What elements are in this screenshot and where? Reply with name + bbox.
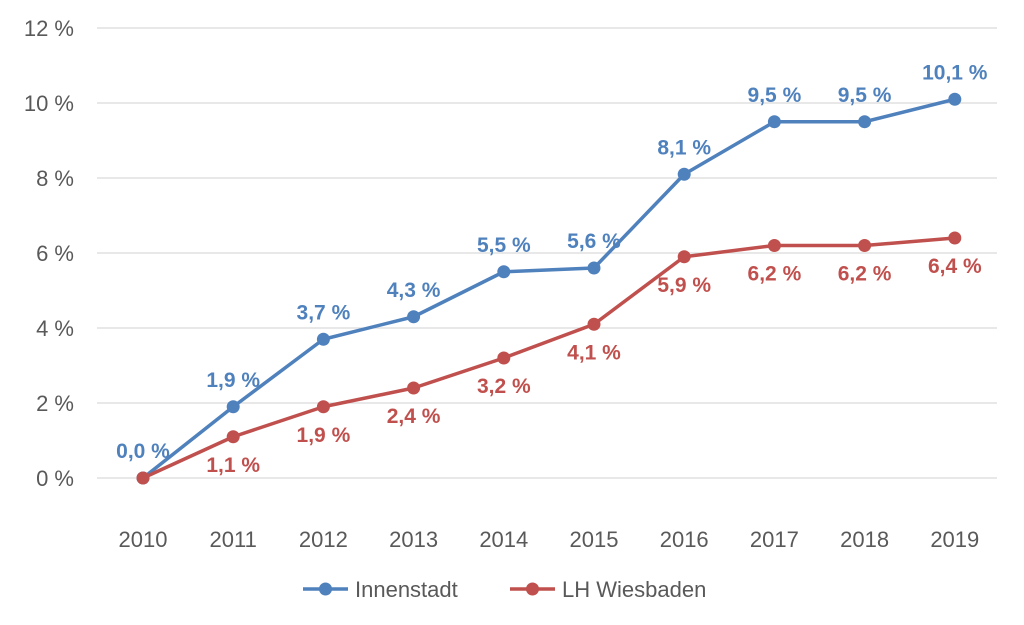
data-point-lh-wiesbaden xyxy=(587,317,601,331)
data-label-innenstadt: 8,1 % xyxy=(657,136,711,159)
x-tick-label: 2012 xyxy=(299,527,348,552)
y-tick-label: 10 % xyxy=(24,91,74,116)
legend-label-lh-wiesbaden: LH Wiesbaden xyxy=(562,577,706,602)
x-tick-label: 2013 xyxy=(389,527,438,552)
data-point-innenstadt xyxy=(497,265,511,279)
data-label-innenstadt: 9,5 % xyxy=(838,84,892,107)
data-label-lh-wiesbaden: 4,1 % xyxy=(567,341,621,364)
data-point-innenstadt xyxy=(316,332,330,346)
data-label-lh-wiesbaden: 1,9 % xyxy=(297,424,351,447)
data-point-innenstadt xyxy=(226,400,240,414)
data-label-innenstadt: 5,6 % xyxy=(567,230,621,253)
legend-marker-lh-wiesbaden xyxy=(526,582,539,596)
data-point-innenstadt xyxy=(858,115,872,129)
data-point-lh-wiesbaden xyxy=(677,250,691,264)
data-points xyxy=(136,92,962,485)
data-label-lh-wiesbaden: 3,2 % xyxy=(477,375,531,398)
data-label-innenstadt: 4,3 % xyxy=(387,279,441,302)
y-tick-label: 12 % xyxy=(24,16,74,41)
data-label-innenstadt: 3,7 % xyxy=(297,301,351,324)
y-axis: 0 % 2 % 4 % 6 % 8 % 10 % 12 % xyxy=(24,16,74,491)
y-tick-label: 4 % xyxy=(36,316,74,341)
data-point-innenstadt xyxy=(767,115,781,129)
data-point-innenstadt xyxy=(407,310,421,324)
data-point-lh-wiesbaden xyxy=(316,400,330,414)
y-tick-label: 0 % xyxy=(36,466,74,491)
data-point-innenstadt xyxy=(948,92,962,106)
data-label-lh-wiesbaden: 1,1 % xyxy=(206,454,260,477)
x-tick-label: 2011 xyxy=(210,527,257,552)
data-point-lh-wiesbaden xyxy=(136,471,150,485)
data-point-innenstadt xyxy=(677,167,691,181)
legend-marker-innenstadt xyxy=(319,582,332,596)
y-tick-label: 2 % xyxy=(36,391,74,416)
data-label-innenstadt: 5,5 % xyxy=(477,234,531,257)
series-line-lh-wiesbaden xyxy=(141,236,957,480)
data-label-lh-wiesbaden: 6,2 % xyxy=(838,263,892,286)
data-point-innenstadt xyxy=(587,261,601,275)
data-label-innenstadt: 9,5 % xyxy=(748,84,802,107)
x-tick-label: 2014 xyxy=(479,527,528,552)
gridlines xyxy=(97,27,997,479)
x-tick-label: 2010 xyxy=(119,527,168,552)
series-line-innenstadt xyxy=(141,97,957,480)
data-point-lh-wiesbaden xyxy=(948,231,962,245)
x-tick-label: 2015 xyxy=(570,527,619,552)
x-tick-label: 2017 xyxy=(750,527,799,552)
data-label-innenstadt: 0,0 % xyxy=(116,440,170,463)
data-point-lh-wiesbaden xyxy=(767,239,781,252)
data-label-innenstadt: 1,9 % xyxy=(206,369,260,392)
data-point-lh-wiesbaden xyxy=(407,381,421,395)
data-label-lh-wiesbaden: 2,4 % xyxy=(387,405,441,428)
x-tick-label: 2016 xyxy=(660,527,709,552)
y-tick-label: 6 % xyxy=(36,241,74,266)
x-tick-label: 2019 xyxy=(930,527,979,552)
series-lines xyxy=(141,97,957,480)
data-label-lh-wiesbaden: 5,9 % xyxy=(657,274,711,297)
data-labels: 0,0 % 1,9 % 3,7 % 4,3 % 5,5 % 5,6 % 8,1 % 9,5 %… xyxy=(116,61,988,477)
data-label-lh-wiesbaden: 6,2 % xyxy=(748,263,802,286)
data-point-lh-wiesbaden xyxy=(858,239,872,252)
legend-label-innenstadt: Innenstadt xyxy=(355,577,458,602)
legend: Innenstadt LH Wiesbaden xyxy=(303,577,706,602)
data-point-lh-wiesbaden xyxy=(226,430,240,444)
data-label-lh-wiesbaden: 6,4 % xyxy=(928,255,982,278)
data-point-lh-wiesbaden xyxy=(497,351,511,365)
x-axis: 2010 2011 2012 2013 2014 2015 2016 2017 2018 2019 xyxy=(119,527,980,552)
y-tick-label: 8 % xyxy=(36,166,74,191)
data-label-innenstadt: 10,1 % xyxy=(922,61,988,84)
x-tick-label: 2018 xyxy=(840,527,889,552)
